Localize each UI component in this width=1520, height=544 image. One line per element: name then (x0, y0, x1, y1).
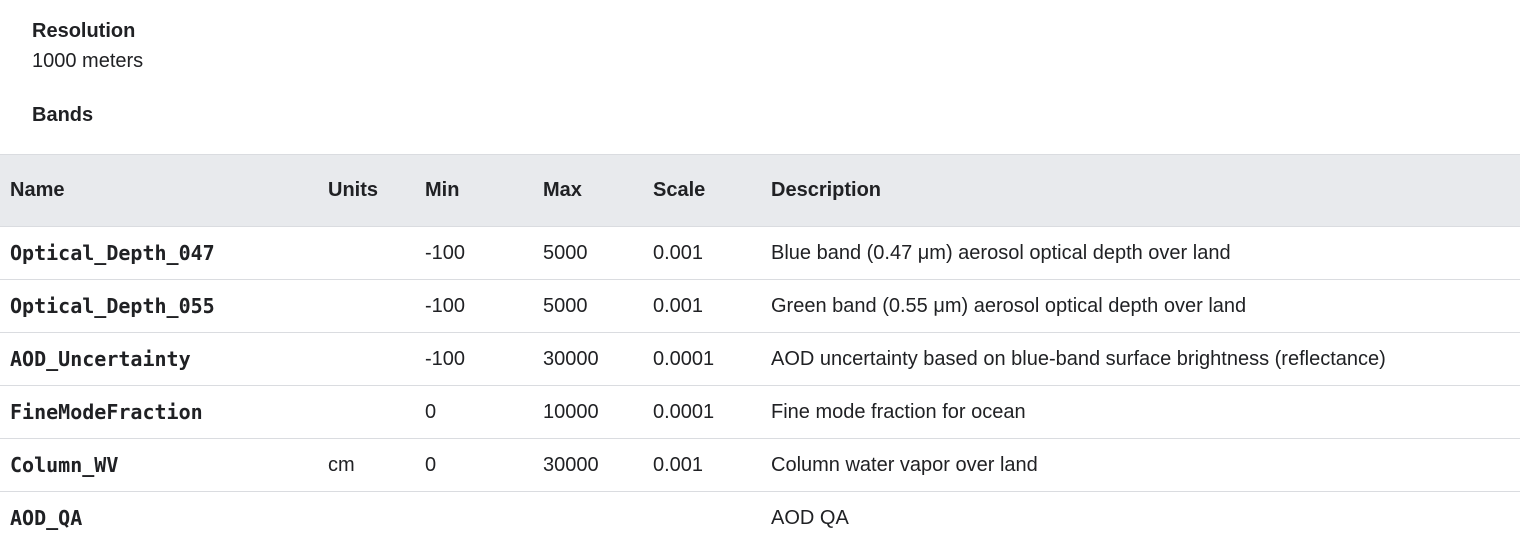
column-header-name: Name (0, 155, 318, 227)
band-name: AOD_QA (0, 492, 318, 544)
band-name: Column_WV (0, 439, 318, 492)
band-min: 0 (415, 386, 533, 439)
band-max (533, 492, 643, 544)
band-units (318, 492, 415, 544)
band-description: Fine mode fraction for ocean (761, 386, 1520, 439)
band-max: 30000 (533, 439, 643, 492)
table-row: Column_WV cm 0 30000 0.001 Column water … (0, 439, 1520, 492)
band-units (318, 227, 415, 280)
band-scale (643, 492, 761, 544)
bands-section-heading: Bands (32, 103, 93, 127)
bands-table: Name Units Min Max Scale Description Opt… (0, 154, 1520, 544)
table-row: Optical_Depth_055 -100 5000 0.001 Green … (0, 280, 1520, 333)
band-units (318, 280, 415, 333)
column-header-description: Description (761, 155, 1520, 227)
table-row: Optical_Depth_047 -100 5000 0.001 Blue b… (0, 227, 1520, 280)
band-description: Blue band (0.47 μm) aerosol optical dept… (761, 227, 1520, 280)
band-min (415, 492, 533, 544)
band-max: 5000 (533, 280, 643, 333)
band-min: -100 (415, 333, 533, 386)
band-description: Green band (0.55 μm) aerosol optical dep… (761, 280, 1520, 333)
table-row: AOD_Uncertainty -100 30000 0.0001 AOD un… (0, 333, 1520, 386)
column-header-scale: Scale (643, 155, 761, 227)
band-name: FineModeFraction (0, 386, 318, 439)
band-scale: 0.0001 (643, 386, 761, 439)
bands-label: Bands (32, 103, 93, 127)
column-header-max: Max (533, 155, 643, 227)
band-max: 10000 (533, 386, 643, 439)
table-row: AOD_QA AOD QA (0, 492, 1520, 544)
band-max: 5000 (533, 227, 643, 280)
band-description: AOD uncertainty based on blue-band surfa… (761, 333, 1520, 386)
band-max: 30000 (533, 333, 643, 386)
band-units (318, 386, 415, 439)
band-name: Optical_Depth_055 (0, 280, 318, 333)
resolution-value: 1000 meters (32, 49, 143, 73)
band-name: AOD_Uncertainty (0, 333, 318, 386)
band-description: Column water vapor over land (761, 439, 1520, 492)
resolution-label: Resolution (32, 19, 143, 43)
band-scale: 0.001 (643, 280, 761, 333)
band-units: cm (318, 439, 415, 492)
band-scale: 0.001 (643, 227, 761, 280)
band-description: AOD QA (761, 492, 1520, 544)
band-min: 0 (415, 439, 533, 492)
band-scale: 0.0001 (643, 333, 761, 386)
column-header-units: Units (318, 155, 415, 227)
band-name: Optical_Depth_047 (0, 227, 318, 280)
resolution-section: Resolution 1000 meters (32, 19, 143, 73)
table-row: FineModeFraction 0 10000 0.0001 Fine mod… (0, 386, 1520, 439)
band-min: -100 (415, 227, 533, 280)
band-min: -100 (415, 280, 533, 333)
band-scale: 0.001 (643, 439, 761, 492)
table-header-row: Name Units Min Max Scale Description (0, 155, 1520, 227)
band-units (318, 333, 415, 386)
column-header-min: Min (415, 155, 533, 227)
